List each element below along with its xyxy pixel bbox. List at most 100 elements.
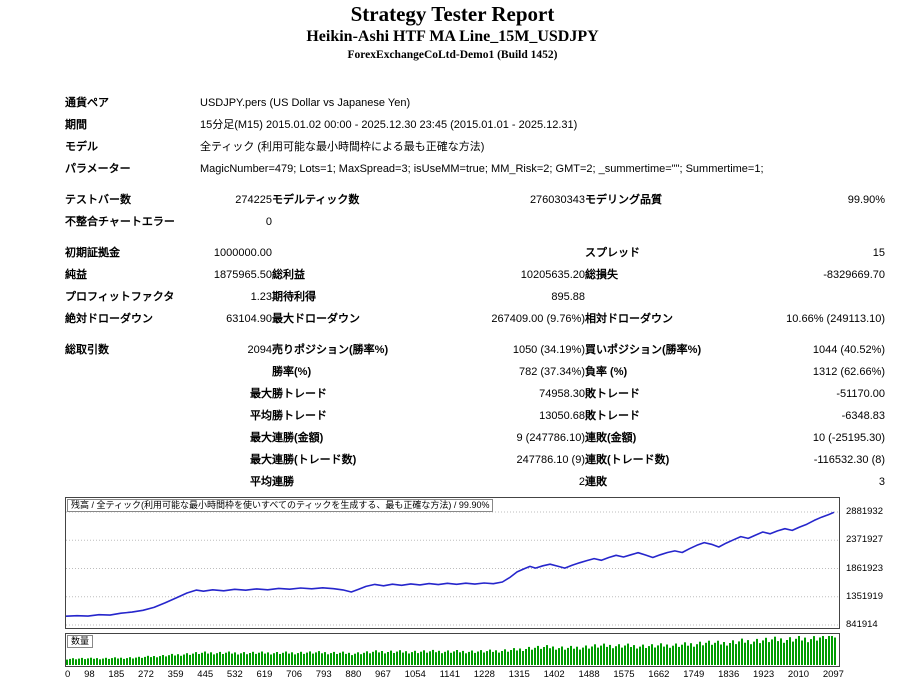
table-cell: 総取引数 bbox=[65, 344, 109, 356]
table-cell: 期間 bbox=[65, 119, 87, 131]
table-cell: 敗トレード bbox=[585, 410, 640, 422]
table-gap-row bbox=[65, 180, 885, 189]
table-cell bbox=[65, 383, 200, 405]
table-cell: 勝トレード bbox=[272, 410, 327, 422]
table-cell: 15分足(M15) 2015.01.02 00:00 - 2025.12.30 … bbox=[200, 119, 578, 131]
y-axis-label: 2371927 bbox=[846, 534, 883, 545]
table-cell: 0 bbox=[265, 216, 272, 228]
table-cell bbox=[65, 449, 200, 471]
table-cell bbox=[65, 427, 200, 449]
y-axis-labels: 841914 1351919 1861923 2371927 2881932 bbox=[846, 497, 905, 630]
table-cell: 10205635.20 bbox=[520, 269, 585, 281]
summary-table-body: 通貨ペア USDJPY.pers (US Dollar vs Japanese Y… bbox=[65, 92, 885, 493]
table-cell: モデル bbox=[65, 141, 98, 153]
x-axis-label: 793 bbox=[315, 669, 332, 680]
table-row: 通貨ペア USDJPY.pers (US Dollar vs Japanese Y… bbox=[65, 92, 885, 114]
balance-chart: 残高 / 全ティック(利用可能な最小時間枠を使いすべてのティックを生成する、最も… bbox=[65, 497, 840, 629]
x-axis-label: 98 bbox=[84, 669, 95, 680]
table-cell: テストバー数 bbox=[65, 194, 131, 206]
x-axis-label: 1749 bbox=[683, 669, 705, 680]
table-cell bbox=[200, 361, 272, 383]
table-cell: 2 bbox=[578, 476, 585, 488]
table-cell bbox=[65, 405, 200, 427]
table-cell: 平均 bbox=[250, 410, 272, 422]
table-cell bbox=[585, 211, 735, 233]
table-row: 勝率(%) 782 (37.34%) 負率 (%) 1312 (62.66%) bbox=[65, 361, 885, 383]
table-cell bbox=[65, 361, 200, 383]
table-row: 平均 勝トレード 13050.68 敗トレード -6348.83 bbox=[65, 405, 885, 427]
y-axis-label: 1861923 bbox=[846, 563, 883, 574]
table-row: テストバー数 274225 モデルティック数 276030343 モデリング品質 99.9… bbox=[65, 189, 885, 211]
volume-chart: 数量 bbox=[65, 633, 840, 667]
x-axis-label: 1575 bbox=[613, 669, 635, 680]
table-cell: パラメーター bbox=[65, 163, 131, 175]
table-cell: 期待利得 bbox=[272, 291, 316, 303]
table-cell: 1044 (40.52%) bbox=[812, 344, 886, 356]
volume-chart-legend: 数量 bbox=[67, 635, 94, 648]
table-cell: 連勝(金額) bbox=[272, 432, 324, 444]
x-axis-label: 0 bbox=[65, 669, 71, 680]
table-cell: 1312 (62.66%) bbox=[812, 366, 886, 378]
x-axis-label: 1923 bbox=[753, 669, 775, 680]
x-axis-label: 1402 bbox=[543, 669, 565, 680]
summary-table: 通貨ペア USDJPY.pers (US Dollar vs Japanese Y… bbox=[65, 92, 885, 493]
table-row: モデル 全ティック (利用可能な最小時間枠による最も正確な方法) bbox=[65, 136, 885, 158]
x-axis-label: 1836 bbox=[718, 669, 740, 680]
table-cell: USDJPY.pers (US Dollar vs Japanese Yen) bbox=[200, 97, 411, 109]
table-cell: 売りポジション(勝率%) bbox=[272, 344, 389, 356]
table-cell: 敗トレード bbox=[585, 388, 640, 400]
table-row: 純益 1875965.50 総利益 10205635.20 総損失 -8329669.70 bbox=[65, 264, 885, 286]
x-axis-label: 706 bbox=[286, 669, 303, 680]
x-axis-label: 1054 bbox=[404, 669, 426, 680]
table-cell: 15 bbox=[872, 247, 886, 259]
table-cell: 最大 bbox=[250, 432, 272, 444]
table-cell: 勝トレード bbox=[272, 388, 327, 400]
strategy-tester-report: Strategy Tester Report Heikin-Ashi HTF M… bbox=[0, 2, 905, 680]
table-row: 総取引数 2094 売りポジション(勝率%) 1050 (34.19%) 買いポジション… bbox=[65, 339, 885, 361]
table-row: プロフィットファクタ 1.23 期待利得 895.88 bbox=[65, 286, 885, 308]
table-cell: 最大 bbox=[250, 454, 272, 466]
table-cell: 絶対ドローダウン bbox=[65, 313, 153, 325]
x-axis-label: 1662 bbox=[648, 669, 670, 680]
x-axis-label: 1228 bbox=[473, 669, 495, 680]
table-cell: 267409.00 (9.76%) bbox=[491, 313, 585, 325]
table-cell bbox=[432, 242, 585, 264]
table-cell: 1875965.50 bbox=[213, 269, 272, 281]
x-axis-label: 1141 bbox=[439, 669, 460, 680]
volume-chart-svg bbox=[66, 636, 836, 665]
table-cell: 63104.90 bbox=[226, 313, 272, 325]
table-cell: 99.90% bbox=[847, 194, 886, 206]
table-cell: モデルティック数 bbox=[272, 194, 360, 206]
table-cell bbox=[432, 211, 585, 233]
balance-chart-svg bbox=[65, 511, 839, 626]
table-row: 最大 勝トレード 74958.30 敗トレード -51170.00 bbox=[65, 383, 885, 405]
x-axis-label: 967 bbox=[375, 669, 391, 680]
x-axis: 0 98 185 272 359 445 532 619 706 793 880 967 1054 114… bbox=[65, 669, 844, 680]
x-axis-label: 2010 bbox=[787, 669, 810, 680]
table-cell: 13050.68 bbox=[539, 410, 585, 422]
table-cell bbox=[735, 286, 885, 308]
table-cell: 74958.30 bbox=[539, 388, 585, 400]
table-cell: 負率 (%) bbox=[585, 366, 628, 378]
table-cell: 最大ドローダウン bbox=[272, 313, 360, 325]
table-cell: 連敗(トレード数) bbox=[585, 454, 670, 466]
table-cell: 全ティック (利用可能な最小時間枠による最も正確な方法) bbox=[200, 141, 485, 153]
table-gap-row bbox=[65, 330, 885, 339]
table-cell: 274225 bbox=[235, 194, 272, 206]
table-cell: -6348.83 bbox=[841, 410, 886, 422]
table-cell bbox=[585, 286, 735, 308]
table-cell: 純益 bbox=[65, 269, 87, 281]
table-gap-row bbox=[65, 233, 885, 242]
table-cell: 276030343 bbox=[529, 194, 585, 206]
table-row: 期間 15分足(M15) 2015.01.02 00:00 - 2025.12.3… bbox=[65, 114, 885, 136]
table-cell: 3 bbox=[878, 476, 886, 488]
table-row: 最大 連勝(トレード数) 247786.10 (9) 連敗(トレード数) -116532… bbox=[65, 449, 885, 471]
table-row: 初期証拠金 1000000.00 スプレッド 15 bbox=[65, 242, 885, 264]
table-cell: モデリング品質 bbox=[585, 194, 662, 206]
x-axis-label: 359 bbox=[167, 669, 184, 680]
table-cell: 勝率(%) bbox=[272, 366, 312, 378]
table-cell bbox=[272, 211, 432, 233]
table-cell: MagicNumber=479; Lots=1; MaxSpread=3; is… bbox=[200, 163, 764, 175]
table-cell: 総利益 bbox=[272, 269, 305, 281]
